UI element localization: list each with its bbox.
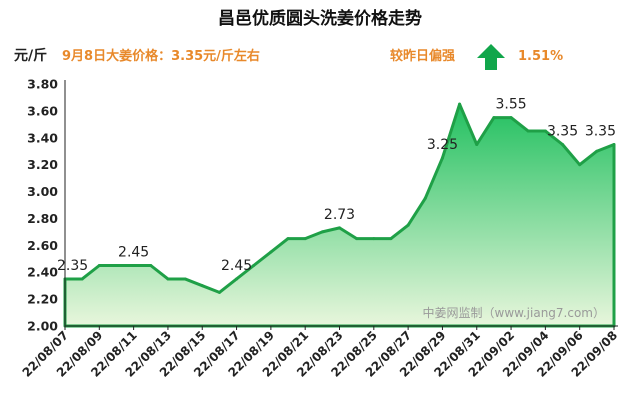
data-point	[114, 264, 118, 267]
data-point	[80, 277, 84, 281]
data-point	[235, 277, 239, 281]
data-point	[492, 116, 496, 120]
data-point	[252, 264, 256, 267]
data-point	[355, 237, 359, 241]
data-point	[406, 223, 410, 227]
data-point	[320, 230, 324, 234]
data-point	[132, 264, 136, 267]
data-point	[372, 237, 376, 241]
data-point	[423, 196, 427, 200]
data-label: 2.73	[324, 207, 355, 223]
y-tick-label: 3.60	[27, 103, 58, 118]
data-point	[183, 277, 187, 281]
data-label: 2.35	[57, 258, 88, 274]
data-point	[149, 264, 153, 267]
data-point	[475, 143, 479, 146]
data-label: 3.35	[585, 124, 616, 140]
data-point	[509, 116, 513, 120]
y-tick-label: 3.80	[27, 77, 58, 92]
y-tick-label: 3.00	[27, 184, 58, 199]
data-point	[543, 129, 547, 133]
data-point	[612, 143, 616, 146]
data-point	[217, 290, 221, 294]
data-point	[269, 250, 273, 254]
y-tick-label: 2.20	[27, 292, 58, 307]
data-point	[389, 237, 393, 241]
data-label: 2.45	[118, 245, 149, 261]
y-tick-label: 2.80	[27, 211, 58, 226]
data-point	[166, 277, 170, 281]
y-tick-label: 2.40	[27, 265, 58, 280]
data-point	[458, 102, 462, 106]
headline-price: 9月8日大姜价格：3.35元/斤左右	[62, 48, 260, 64]
up-arrow-icon	[477, 44, 505, 70]
data-label: 3.25	[427, 137, 458, 153]
y-tick-label: 3.20	[27, 157, 58, 172]
data-label: 3.55	[495, 97, 526, 113]
y-tick-label: 2.60	[27, 238, 58, 253]
data-point	[578, 163, 582, 167]
data-point	[97, 264, 101, 267]
y-unit-label: 元/斤	[14, 47, 47, 64]
data-label: 2.45	[221, 258, 252, 274]
area-series	[63, 102, 616, 328]
axes	[64, 80, 618, 327]
data-point	[561, 143, 565, 146]
data-point	[286, 237, 290, 241]
data-point	[595, 149, 599, 153]
data-label: 3.35	[547, 124, 578, 140]
change-value: 1.51%	[518, 49, 563, 64]
change-label: 较昨日偏强	[390, 48, 455, 64]
y-tick-label: 2.00	[27, 319, 58, 334]
y-tick-label: 3.40	[27, 130, 58, 145]
watermark: 中姜网监制（www.jiang7.com）	[423, 305, 605, 320]
data-point	[303, 237, 307, 241]
price-area	[63, 102, 616, 328]
data-point	[526, 129, 530, 133]
x-axis-ticks: 22/08/0722/08/0922/08/1122/08/1322/08/15…	[20, 326, 620, 380]
data-point	[440, 156, 444, 160]
data-point	[338, 226, 341, 230]
data-labels: 2.35 2.45 2.45 2.73 3.25 3.55 3.35 3.35	[57, 97, 616, 274]
data-point	[200, 284, 204, 288]
chart-title: 昌邑优质圆头洗姜价格走势	[218, 8, 422, 29]
y-axis-ticks: 2.00 2.20 2.40 2.60 2.80 3.00 3.20 3.40 3.60 3.80	[27, 77, 58, 334]
